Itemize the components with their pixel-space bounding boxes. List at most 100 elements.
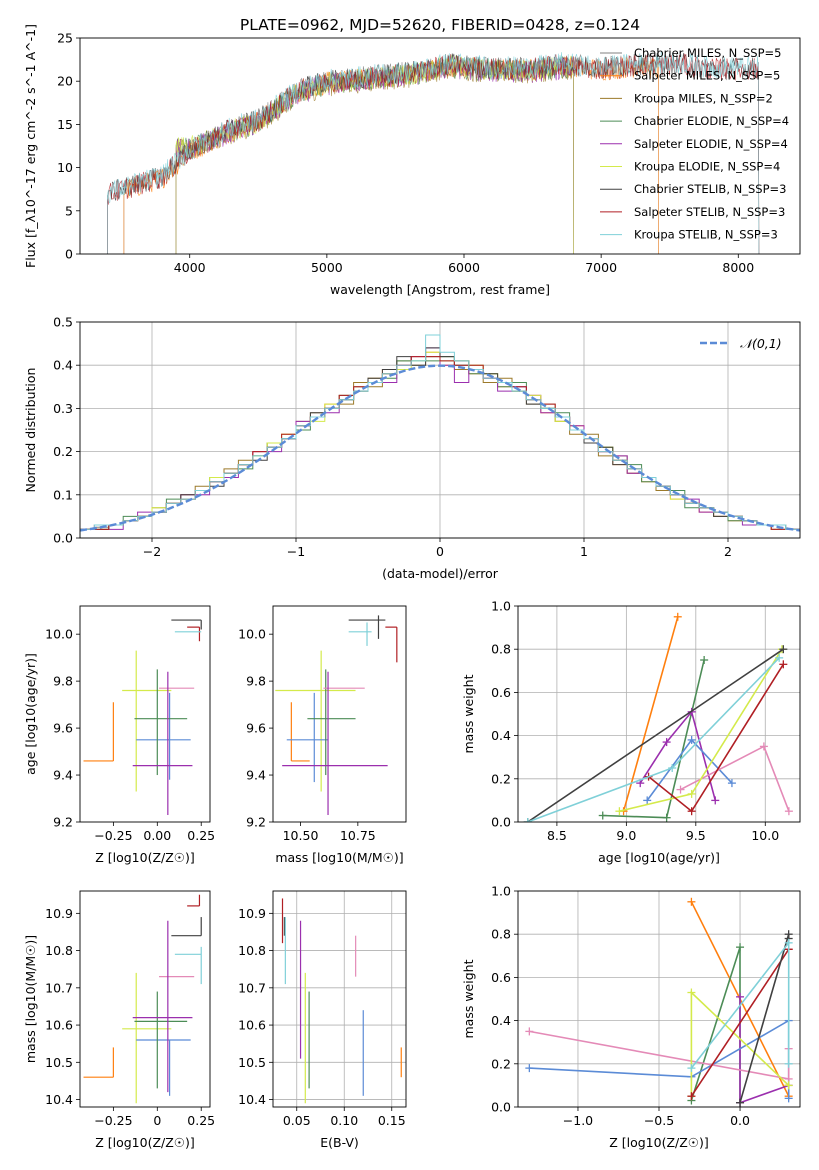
errorbar-point bbox=[83, 1047, 114, 1078]
errorbar-point bbox=[348, 622, 372, 646]
x-tick-label: 9.5 bbox=[686, 828, 706, 843]
legend-entry: Chabrier ELODIE, N_SSP=4 bbox=[634, 114, 789, 128]
weight-marker bbox=[779, 660, 788, 669]
weight-series-line bbox=[622, 616, 679, 812]
errorbar-point bbox=[286, 692, 329, 783]
x-tick-label: 6000 bbox=[448, 260, 480, 275]
age_vs_mass-chart: 10.50 10.75 9.2 9.4 9.6 9.8 10.0 mass [log10(M/… bbox=[238, 605, 407, 865]
errorbar-point bbox=[275, 650, 356, 792]
errorbar-point bbox=[83, 702, 114, 762]
legend-entry: Chabrier STELIB, N_SSP=3 bbox=[634, 182, 786, 196]
y-tick-label: 10.6 bbox=[238, 1018, 266, 1033]
age_vs_Z-chart: −0.25 0.00 0.25 9.2 9.4 9.6 9.8 10.0 Z [log10(Z/… bbox=[23, 605, 215, 865]
x-axis-label: Z [log10(Z/Z☉)] bbox=[95, 850, 195, 865]
weight-marker bbox=[615, 807, 624, 816]
weight-marker bbox=[676, 785, 685, 794]
errorbar-point bbox=[122, 650, 172, 792]
x-axis-label: (data-model)/error bbox=[382, 566, 499, 581]
spectrum-series-line bbox=[107, 52, 760, 254]
errorbar-point bbox=[134, 991, 188, 1089]
weight-marker bbox=[687, 897, 696, 906]
legend-entry: Kroupa MILES, N_SSP=2 bbox=[634, 91, 773, 105]
weight-marker bbox=[687, 1092, 696, 1101]
weight-marker bbox=[784, 1059, 793, 1068]
y-axis-label: mass weight bbox=[461, 959, 476, 1038]
weight-marker bbox=[687, 807, 696, 816]
errorbar-point bbox=[171, 917, 202, 937]
errorbar-point bbox=[290, 702, 310, 762]
y-tick-label: 10.8 bbox=[45, 943, 73, 958]
y-tick-label: 10.5 bbox=[45, 1055, 73, 1070]
legend-entry: Kroupa STELIB, N_SSP=3 bbox=[634, 228, 778, 242]
weight_vs_age-marks bbox=[523, 612, 793, 822]
spectrum-chart: 4000 5000 6000 7000 8000 0 5 10 15 20 25 wavelength… bbox=[23, 24, 801, 297]
y-tick-label: 1.0 bbox=[491, 599, 511, 614]
x-tick-label: 8.5 bbox=[547, 828, 567, 843]
x-axis-label: Z [log10(Z/Z☉)] bbox=[609, 1135, 709, 1150]
x-tick-label: 1 bbox=[580, 544, 588, 559]
weight-marker bbox=[784, 807, 793, 816]
y-tick-label: 9.8 bbox=[246, 674, 266, 689]
y-tick-label: 9.4 bbox=[246, 768, 266, 783]
x-axis-label: E(B-V) bbox=[320, 1135, 359, 1150]
weight-marker bbox=[784, 938, 793, 947]
errorbar-point bbox=[348, 615, 386, 639]
y-tick-label: 5 bbox=[65, 203, 73, 218]
weight-marker bbox=[673, 612, 682, 621]
mass_vs_Z-marks bbox=[83, 894, 202, 1104]
errorbar-point bbox=[132, 920, 193, 1093]
age_vs_mass-marks bbox=[275, 615, 398, 815]
x-tick-label: −0.25 bbox=[94, 1113, 132, 1128]
weight-marker bbox=[598, 811, 607, 820]
y-tick-label: 10.0 bbox=[45, 627, 73, 642]
y-tick-label: 25 bbox=[57, 31, 73, 46]
axes-frame bbox=[517, 890, 801, 1108]
weight-marker bbox=[662, 813, 671, 822]
weight-series-line bbox=[527, 648, 784, 822]
y-tick-label: 9.2 bbox=[246, 815, 266, 830]
x-tick-label: −0.25 bbox=[94, 828, 132, 843]
mass_vs_Z-chart: −0.25 0 0.25 10.4 10.5 10.6 10.7 10.8 10.9 Z [log… bbox=[23, 890, 215, 1150]
x-tick-label: 10.50 bbox=[283, 828, 319, 843]
y-tick-label: 9.4 bbox=[53, 768, 73, 783]
y-tick-label: 9.6 bbox=[246, 721, 266, 736]
axes-frame bbox=[517, 605, 801, 823]
y-tick-label: 10.7 bbox=[45, 980, 73, 995]
weight_vs_Z-chart: −1.0 −0.5 0.0 0.0 0.2 0.4 0.6 0.8 1.0 Z [log10(Z/… bbox=[461, 884, 801, 1150]
y-axis-label: Normed distribution bbox=[23, 368, 38, 493]
y-axis-label: mass [log10(M/M☉)] bbox=[23, 935, 38, 1063]
y-tick-label: 0.4 bbox=[491, 728, 511, 743]
y-tick-label: 15 bbox=[57, 117, 73, 132]
y-tick-label: 0.6 bbox=[491, 970, 511, 985]
spectrum-series-line bbox=[107, 51, 760, 254]
legend: Chabrier MILES, N_SSP=5 Salpeter MILES, N… bbox=[600, 46, 789, 242]
weight-marker bbox=[727, 779, 736, 788]
legend-entry: Chabrier MILES, N_SSP=5 bbox=[634, 46, 781, 60]
y-tick-label: 0.2 bbox=[491, 1056, 511, 1071]
x-tick-label: 2 bbox=[724, 544, 732, 559]
errorbar-point bbox=[136, 1039, 191, 1096]
axes-frame bbox=[272, 605, 407, 823]
errorbar-point bbox=[132, 671, 193, 815]
y-tick-label: 10.9 bbox=[238, 906, 266, 921]
x-tick-label: −1.0 bbox=[563, 1113, 593, 1128]
legend: 𝒩(0,1) bbox=[700, 336, 782, 351]
x-tick-label: 5000 bbox=[311, 260, 343, 275]
weight-series-line bbox=[690, 946, 741, 1103]
spectrum-marks bbox=[107, 51, 760, 254]
y-tick-label: 0.4 bbox=[53, 358, 73, 373]
weight-marker bbox=[687, 789, 696, 798]
spectrum-series-line bbox=[175, 56, 574, 254]
x-tick-label: 10.0 bbox=[751, 828, 779, 843]
residuals-marks bbox=[80, 334, 800, 538]
weight-marker bbox=[736, 992, 745, 1001]
y-tick-label: 9.2 bbox=[53, 815, 73, 830]
y-tick-label: 0.3 bbox=[53, 401, 73, 416]
y-tick-label: 10.0 bbox=[238, 627, 266, 642]
weight-marker bbox=[687, 735, 696, 744]
y-tick-label: 0.0 bbox=[491, 815, 511, 830]
axes-frame bbox=[79, 37, 801, 255]
weight-marker bbox=[668, 764, 677, 772]
weight-series-line bbox=[690, 948, 790, 1097]
